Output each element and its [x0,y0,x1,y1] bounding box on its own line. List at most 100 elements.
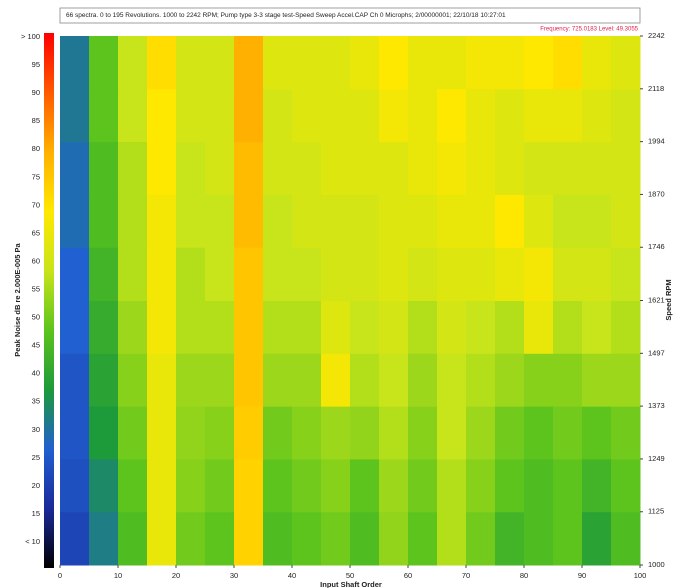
heat-cell [205,511,235,566]
heat-cell [147,247,177,301]
heat-cell [466,36,496,90]
heat-cell [205,141,235,195]
heat-cell [350,511,380,566]
heat-cell [379,406,409,460]
heat-cell [553,353,583,407]
heat-cell [321,300,351,354]
heat-cell [118,458,148,513]
heat-cell [234,247,264,301]
colorbar-tick-label: 35 [32,397,40,406]
heat-cell [118,194,148,248]
colorbar-tick-label: 15 [32,509,40,518]
heat-cell [176,300,206,354]
heat-cell [350,194,380,248]
colorbar-tick-label: 40 [32,369,40,378]
x-tick-label: 20 [172,571,180,580]
heat-cell [350,458,380,513]
y-tick-label: 1746 [648,242,665,251]
heat-cell [466,194,496,248]
heat-cell [437,300,467,354]
heat-cell [611,353,641,407]
heat-cell [611,88,641,143]
heat-cell [118,353,148,407]
heat-cell [553,300,583,354]
heat-cell [205,353,235,407]
heat-cell [379,194,409,248]
heat-cell [292,194,322,248]
heat-cell [466,247,496,301]
colorbar-tick-label: 20 [32,481,40,490]
heat-cell [408,194,438,248]
heat-cell [234,194,264,248]
heat-cell [582,247,612,301]
heat-cell [89,458,119,513]
heat-cell [89,194,119,248]
heat-cell [408,511,438,566]
heat-cell [408,300,438,354]
x-tick-label: 90 [578,571,586,580]
heat-cell [553,511,583,566]
heat-cell [524,300,554,354]
colorbar-tick-label: 75 [32,172,40,181]
x-tick-label: 30 [230,571,238,580]
heat-cell [495,247,525,301]
heat-cell [176,141,206,195]
heat-cell [437,458,467,513]
heat-cell [60,194,90,248]
heat-cell [321,406,351,460]
colorbar-tick-label: < 10 [25,537,40,546]
heat-cell [321,88,351,143]
x-tick-label: 50 [346,571,354,580]
heat-cell [321,141,351,195]
heat-cell [147,300,177,354]
heat-cell [205,247,235,301]
heat-cell [321,36,351,90]
heat-cell [321,247,351,301]
heat-cell [408,353,438,407]
heat-cell [147,406,177,460]
heat-cell [263,88,293,143]
heat-cell [582,88,612,143]
heat-cell [408,88,438,143]
y-tick-label: 1870 [648,189,665,198]
heat-cell [89,353,119,407]
heat-cell [147,36,177,90]
heat-cell [582,353,612,407]
heat-cell [147,353,177,407]
heat-cell [60,406,90,460]
annotation: Frequency: 725.0183 Level: 49.3055 [540,27,638,33]
heat-cell [89,406,119,460]
heat-cell [118,300,148,354]
x-tick-label: 10 [114,571,122,580]
heatmap [60,36,641,566]
heat-cell [495,353,525,407]
heat-cell [379,247,409,301]
heat-cell [437,141,467,195]
heat-cell [350,141,380,195]
heat-cell [292,36,322,90]
heat-cell [524,458,554,513]
x-tick-label: 100 [634,571,647,580]
heat-cell [89,141,119,195]
heat-cell [263,406,293,460]
heat-cell [89,247,119,301]
heat-cell [437,88,467,143]
heat-cell [205,88,235,143]
heat-cell [234,300,264,354]
heat-cell [234,36,264,90]
heat-cell [176,511,206,566]
heat-cell [321,458,351,513]
heat-cell [321,194,351,248]
heat-cell [553,194,583,248]
heat-cell [495,194,525,248]
heat-cell [234,511,264,566]
colorbar-tick-label: 60 [32,256,40,265]
heat-cell [408,36,438,90]
heat-cell [118,247,148,301]
heat-cell [118,141,148,195]
heat-cell [292,88,322,143]
heat-cell [611,141,641,195]
heat-cell [582,300,612,354]
heat-cell [118,36,148,90]
